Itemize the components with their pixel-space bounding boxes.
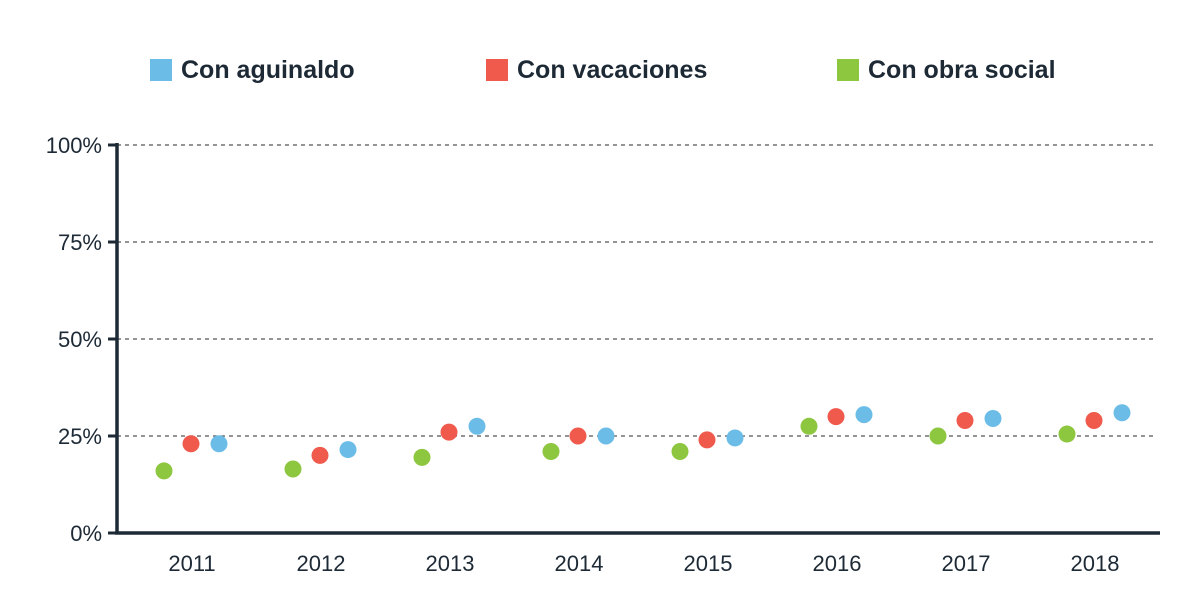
data-point [984,410,1002,428]
x-tick-label: 2011 [168,551,215,576]
data-point [597,427,615,445]
data-point [800,417,818,435]
x-tick-label: 2012 [297,551,346,576]
legend-swatch-aguinaldo [150,59,172,81]
data-point [155,462,173,480]
data-point [569,427,587,445]
legend-item-obra-social: Con obra social [837,52,1056,88]
x-tick-label: 2018 [1071,551,1120,576]
legend-swatch-obra-social [837,59,859,81]
legend-label-obra-social: Con obra social [868,55,1056,84]
x-tick-label: 2013 [426,551,475,576]
x-tick-label: 2016 [813,551,862,576]
data-point [284,460,302,478]
data-point [468,417,486,435]
x-tick-label: 2017 [942,551,991,576]
legend-item-aguinaldo: Con aguinaldo [150,52,355,88]
y-tick-label: 100% [46,133,102,158]
data-point [182,435,200,453]
legend-label-vacaciones: Con vacaciones [517,55,708,84]
data-point [956,411,974,429]
y-tick-label: 25% [58,424,102,449]
data-point [1113,404,1131,422]
y-axis-ticks: 0% 25% 50% 75% 100% [46,133,117,546]
data-point [855,406,873,424]
chart-legend: Con aguinaldo Con vacaciones Con obra so… [0,52,1200,88]
data-point [311,446,329,464]
legend-label-aguinaldo: Con aguinaldo [181,55,355,84]
data-point [671,443,689,461]
data-point [413,448,431,466]
y-tick-label: 0% [70,521,102,546]
y-tick-label: 75% [58,230,102,255]
x-axis-ticks: 2011 2012 2013 2014 2015 2016 2017 2018 [168,551,1119,576]
gridlines [117,144,1155,437]
data-point [726,429,744,447]
data-point [929,427,947,445]
x-tick-label: 2015 [684,551,733,576]
data-point [339,441,357,459]
data-point [1085,411,1103,429]
data-point [542,443,560,461]
y-tick-label: 50% [58,327,102,352]
data-point [210,435,228,453]
legend-item-vacaciones: Con vacaciones [486,52,707,88]
axes [115,143,1160,535]
data-point [1058,425,1076,443]
data-point [698,431,716,449]
x-tick-label: 2014 [555,551,604,576]
data-point [827,408,845,426]
data-point [440,423,458,441]
legend-swatch-vacaciones [486,59,508,81]
data-points [155,404,1131,480]
